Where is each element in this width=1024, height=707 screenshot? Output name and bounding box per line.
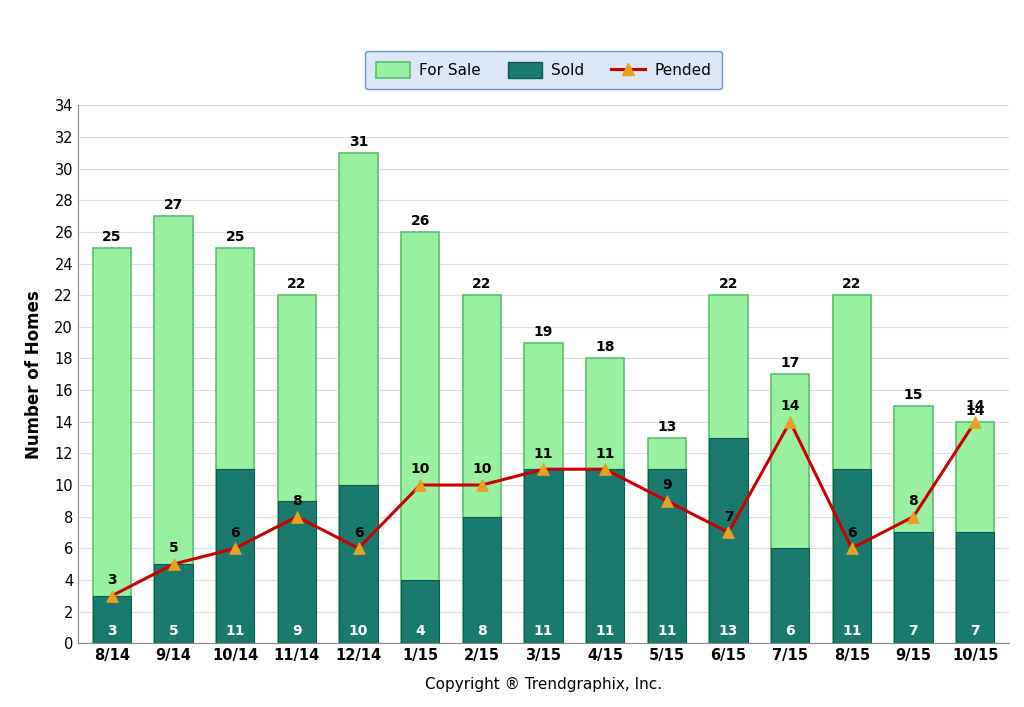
Text: 6: 6 <box>353 525 364 539</box>
X-axis label: Copyright ® Trendgraphix, Inc.: Copyright ® Trendgraphix, Inc. <box>425 677 663 692</box>
Bar <box>339 485 378 643</box>
Text: 6: 6 <box>847 525 857 539</box>
Text: 18: 18 <box>595 341 614 354</box>
Bar <box>463 295 501 643</box>
Text: 25: 25 <box>102 230 122 244</box>
Text: 14: 14 <box>780 399 800 413</box>
Text: 22: 22 <box>287 277 306 291</box>
Text: 10: 10 <box>411 462 430 477</box>
Legend: For Sale, Sold, Pended: For Sale, Sold, Pended <box>366 51 722 89</box>
Bar <box>401 580 439 643</box>
Text: 11: 11 <box>534 624 553 638</box>
Bar <box>278 295 316 643</box>
Bar <box>833 295 870 643</box>
Text: 9: 9 <box>292 624 302 638</box>
Text: 8: 8 <box>908 494 919 508</box>
Text: 22: 22 <box>719 277 738 291</box>
Text: 3: 3 <box>108 624 117 638</box>
Bar <box>586 358 625 643</box>
Text: 7: 7 <box>971 624 980 638</box>
Bar <box>833 469 870 643</box>
Text: 22: 22 <box>842 277 861 291</box>
Text: 7: 7 <box>724 510 733 524</box>
Bar <box>155 564 193 643</box>
Text: 27: 27 <box>164 198 183 212</box>
Bar <box>648 469 686 643</box>
Bar <box>93 596 131 643</box>
Text: 15: 15 <box>903 388 924 402</box>
Bar <box>894 406 933 643</box>
Bar <box>401 232 439 643</box>
Bar <box>278 501 316 643</box>
Text: 8: 8 <box>292 494 302 508</box>
Text: 9: 9 <box>662 478 672 492</box>
Bar <box>463 517 501 643</box>
Text: 22: 22 <box>472 277 492 291</box>
Text: 14: 14 <box>966 404 985 418</box>
Text: 11: 11 <box>842 624 861 638</box>
Y-axis label: Number of Homes: Number of Homes <box>26 290 43 459</box>
Bar <box>710 295 748 643</box>
Text: 31: 31 <box>349 135 369 149</box>
Text: 10: 10 <box>472 462 492 477</box>
Text: 11: 11 <box>225 624 245 638</box>
Bar <box>648 438 686 643</box>
Bar <box>956 532 994 643</box>
Text: 11: 11 <box>657 624 677 638</box>
Text: 26: 26 <box>411 214 430 228</box>
Bar <box>524 469 562 643</box>
Bar <box>93 247 131 643</box>
Text: 14: 14 <box>966 399 985 413</box>
Text: 11: 11 <box>595 447 614 460</box>
Text: 11: 11 <box>534 447 553 460</box>
Text: 13: 13 <box>657 419 677 433</box>
Bar <box>771 374 809 643</box>
Bar <box>216 247 254 643</box>
Bar <box>956 422 994 643</box>
Text: 7: 7 <box>908 624 919 638</box>
Bar <box>339 153 378 643</box>
Text: 5: 5 <box>169 542 178 556</box>
Bar <box>216 469 254 643</box>
Bar <box>771 549 809 643</box>
Bar <box>710 438 748 643</box>
Text: 11: 11 <box>595 624 614 638</box>
Text: 6: 6 <box>785 624 795 638</box>
Text: 13: 13 <box>719 624 738 638</box>
Text: 19: 19 <box>534 325 553 339</box>
Text: 10: 10 <box>349 624 369 638</box>
Text: 5: 5 <box>169 624 178 638</box>
Text: 25: 25 <box>225 230 245 244</box>
Text: 6: 6 <box>230 525 240 539</box>
Bar <box>586 469 625 643</box>
Bar <box>894 532 933 643</box>
Text: 3: 3 <box>108 573 117 587</box>
Text: 17: 17 <box>780 356 800 370</box>
Bar <box>155 216 193 643</box>
Bar <box>524 343 562 643</box>
Text: 4: 4 <box>416 624 425 638</box>
Text: 8: 8 <box>477 624 486 638</box>
